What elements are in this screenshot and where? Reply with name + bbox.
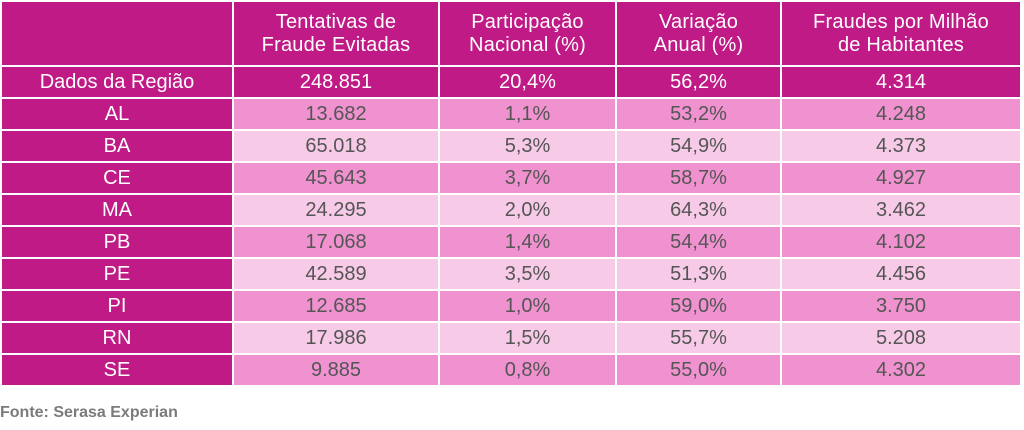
participacao-cell: 0,8%	[438, 353, 617, 387]
participacao-cell: 2,0%	[438, 193, 617, 227]
fraud-data-table: Tentativas de Fraude Evitadas Participaç…	[0, 0, 1022, 387]
tentativas-cell: 45.643	[232, 161, 440, 195]
header-participacao: Participação Nacional (%)	[438, 0, 617, 67]
table-row: PE 42.589 3,5% 51,3% 4.456	[0, 257, 1022, 291]
participacao-cell: 3,5%	[438, 257, 617, 291]
header-fraudes-line-2: de Habitantes	[837, 33, 965, 56]
variacao-cell: 55,7%	[615, 321, 782, 355]
source-caption: Fonte: Serasa Experian	[0, 404, 178, 421]
fraudes-cell: 4.248	[780, 97, 1022, 131]
header-tentativas-line-1: Tentativas de	[275, 10, 397, 33]
state-cell: PB	[0, 225, 234, 259]
header-fraudes-por-milhao: Fraudes por Milhão de Habitantes	[780, 0, 1022, 67]
participacao-cell: 5,3%	[438, 129, 617, 163]
state-cell: PE	[0, 257, 234, 291]
variacao-cell: 58,7%	[615, 161, 782, 195]
state-cell: AL	[0, 97, 234, 131]
fraudes-cell: 3.750	[780, 289, 1022, 323]
variacao-cell: 59,0%	[615, 289, 782, 323]
header-participacao-line-1: Participação	[471, 10, 584, 33]
table-row: PB 17.068 1,4% 54,4% 4.102	[0, 225, 1022, 259]
summary-tentativas: 248.851	[232, 65, 440, 99]
summary-fraudes: 4.314	[780, 65, 1022, 99]
tentativas-cell: 13.682	[232, 97, 440, 131]
tentativas-cell: 12.685	[232, 289, 440, 323]
variacao-cell: 54,9%	[615, 129, 782, 163]
participacao-cell: 3,7%	[438, 161, 617, 195]
header-tentativas-line-2: Fraude Evitadas	[261, 33, 411, 56]
table-row: SE 9.885 0,8% 55,0% 4.302	[0, 353, 1022, 387]
table-row: PI 12.685 1,0% 59,0% 3.750	[0, 289, 1022, 323]
tentativas-cell: 24.295	[232, 193, 440, 227]
table-row: MA 24.295 2,0% 64,3% 3.462	[0, 193, 1022, 227]
header-variacao-line-1: Variação	[658, 10, 739, 33]
participacao-cell: 1,0%	[438, 289, 617, 323]
variacao-cell: 55,0%	[615, 353, 782, 387]
variacao-cell: 53,2%	[615, 97, 782, 131]
header-participacao-line-2: Nacional (%)	[469, 33, 586, 56]
state-cell: SE	[0, 353, 234, 387]
summary-variacao: 56,2%	[615, 65, 782, 99]
table-row: RN 17.986 1,5% 55,7% 5.208	[0, 321, 1022, 355]
fraudes-cell: 4.302	[780, 353, 1022, 387]
fraudes-cell: 4.102	[780, 225, 1022, 259]
state-cell: MA	[0, 193, 234, 227]
state-cell: BA	[0, 129, 234, 163]
table-row: CE 45.643 3,7% 58,7% 4.927	[0, 161, 1022, 195]
summary-row: Dados da Região 248.851 20,4% 56,2% 4.31…	[0, 65, 1022, 99]
participacao-cell: 1,5%	[438, 321, 617, 355]
header-corner-cell	[0, 0, 234, 67]
state-cell: CE	[0, 161, 234, 195]
header-tentativas: Tentativas de Fraude Evitadas	[232, 0, 440, 67]
header-variacao-line-2: Anual (%)	[653, 33, 744, 56]
tentativas-cell: 9.885	[232, 353, 440, 387]
header-variacao: Variação Anual (%)	[615, 0, 782, 67]
variacao-cell: 64,3%	[615, 193, 782, 227]
variacao-cell: 51,3%	[615, 257, 782, 291]
tentativas-cell: 17.986	[232, 321, 440, 355]
variacao-cell: 54,4%	[615, 225, 782, 259]
state-cell: PI	[0, 289, 234, 323]
tentativas-cell: 42.589	[232, 257, 440, 291]
header-fraudes-line-1: Fraudes por Milhão	[813, 10, 989, 33]
fraudes-cell: 4.373	[780, 129, 1022, 163]
fraudes-cell: 4.927	[780, 161, 1022, 195]
fraudes-cell: 5.208	[780, 321, 1022, 355]
state-cell: RN	[0, 321, 234, 355]
summary-participacao: 20,4%	[438, 65, 617, 99]
fraudes-cell: 3.462	[780, 193, 1022, 227]
header-row: Tentativas de Fraude Evitadas Participaç…	[0, 0, 1022, 67]
summary-label: Dados da Região	[0, 65, 234, 99]
table-row: AL 13.682 1,1% 53,2% 4.248	[0, 97, 1022, 131]
tentativas-cell: 65.018	[232, 129, 440, 163]
table-row: BA 65.018 5,3% 54,9% 4.373	[0, 129, 1022, 163]
tentativas-cell: 17.068	[232, 225, 440, 259]
fraudes-cell: 4.456	[780, 257, 1022, 291]
participacao-cell: 1,1%	[438, 97, 617, 131]
participacao-cell: 1,4%	[438, 225, 617, 259]
